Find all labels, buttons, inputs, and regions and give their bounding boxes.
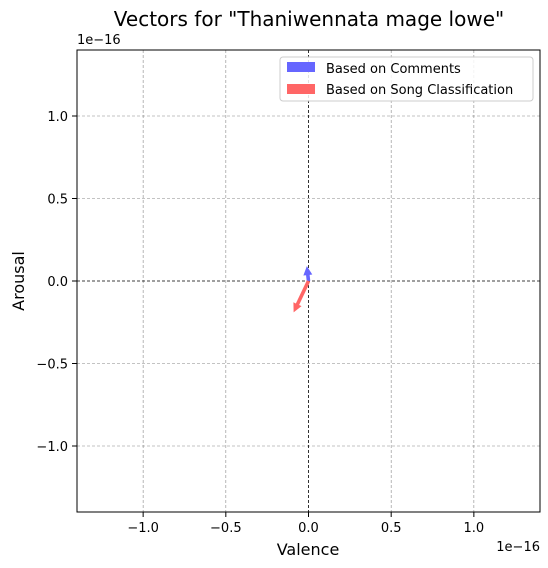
y-tick-label: −1.0 (36, 440, 68, 455)
y-tick-label: −0.5 (36, 358, 68, 373)
vectors (293, 266, 313, 313)
y-tick-label: 1.0 (47, 110, 68, 125)
vector-arrow-0 (303, 266, 313, 282)
x-offset-label: 1e−16 (496, 540, 540, 555)
x-axis-label: Valence (277, 540, 340, 559)
legend: Based on Comments Based on Song Classifi… (279, 56, 534, 102)
vector-arrow-1 (293, 280, 311, 313)
x-axis-ticks: −1.0 −0.5 0.0 0.5 1.0 (127, 512, 484, 536)
y-offset-label: 1e−16 (77, 33, 121, 48)
y-tick-label: 0.5 (47, 193, 68, 208)
x-tick-label: 0.5 (381, 521, 402, 536)
y-tick-label: 0.0 (47, 275, 68, 290)
chart-title: Vectors for "Thaniwennata mage lowe" (114, 7, 504, 31)
legend-label-song-classification: Based on Song Classification (326, 83, 513, 98)
legend-box (279, 56, 534, 102)
y-axis-label: Arousal (9, 251, 28, 311)
x-tick-label: 0.0 (298, 521, 319, 536)
x-tick-label: 1.0 (464, 521, 485, 536)
x-tick-label: −1.0 (127, 521, 159, 536)
legend-swatch-comments (287, 62, 315, 72)
legend-swatch-song-classification (287, 84, 315, 94)
legend-label-comments: Based on Comments (326, 62, 461, 77)
y-axis-ticks: −1.0 −0.5 0.0 0.5 1.0 (36, 110, 77, 455)
x-tick-label: −0.5 (210, 521, 242, 536)
